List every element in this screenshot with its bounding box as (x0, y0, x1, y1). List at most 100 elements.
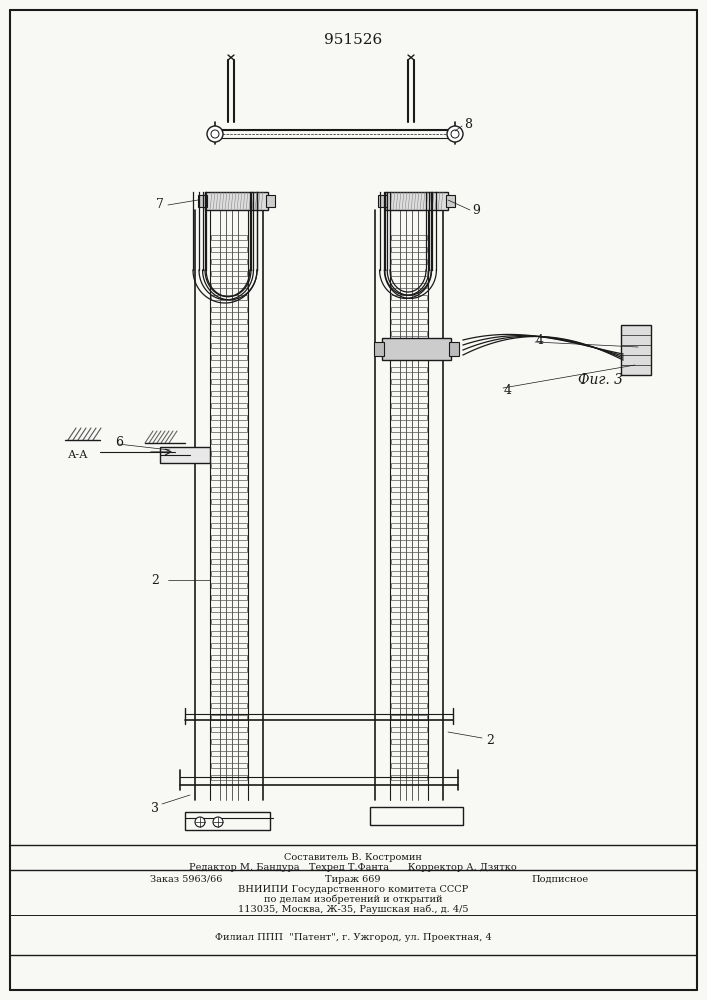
Bar (391, 247, 427, 252)
Circle shape (195, 817, 205, 827)
Bar (391, 667, 427, 672)
Bar (211, 331, 247, 336)
Text: 8: 8 (464, 117, 472, 130)
Bar (374, 342, 384, 356)
Bar (391, 391, 427, 396)
Bar (211, 271, 247, 276)
Bar (211, 703, 247, 708)
Bar (391, 547, 427, 552)
Bar (211, 415, 247, 420)
Bar (211, 631, 247, 636)
Circle shape (213, 817, 223, 827)
Bar (211, 679, 247, 684)
Bar (211, 283, 247, 288)
Bar (449, 342, 459, 356)
Bar (211, 259, 247, 264)
Bar (211, 727, 247, 732)
Bar (391, 559, 427, 564)
Text: 4: 4 (504, 383, 512, 396)
Text: Фиг. 3: Фиг. 3 (578, 373, 622, 387)
Bar (391, 307, 427, 312)
Bar (391, 619, 427, 624)
Bar (211, 403, 247, 408)
Bar (391, 283, 427, 288)
Bar (211, 511, 247, 516)
Bar (211, 739, 247, 744)
Circle shape (207, 126, 223, 142)
Bar (391, 295, 427, 300)
Bar (391, 535, 427, 540)
Bar (391, 259, 427, 264)
Bar (211, 763, 247, 768)
Bar (391, 475, 427, 480)
Text: 2: 2 (151, 574, 159, 586)
Bar (391, 703, 427, 708)
Bar (391, 739, 427, 744)
Bar (211, 547, 247, 552)
Bar (211, 715, 247, 720)
Text: Тираж 669: Тираж 669 (325, 874, 381, 884)
Text: Филиал ППП  "Патент", г. Ужгород, ул. Проектная, 4: Филиал ППП "Патент", г. Ужгород, ул. Про… (215, 934, 491, 942)
Text: 2: 2 (486, 734, 494, 746)
Bar (205, 192, 268, 210)
Bar (391, 655, 427, 660)
Bar (391, 343, 427, 348)
Bar (211, 439, 247, 444)
Bar (211, 475, 247, 480)
Bar (370, 807, 463, 825)
Bar (211, 379, 247, 384)
Bar (211, 775, 247, 780)
Bar (391, 571, 427, 576)
Bar (211, 355, 247, 360)
Bar (211, 655, 247, 660)
Bar (391, 595, 427, 600)
Bar (391, 775, 427, 780)
Bar (211, 451, 247, 456)
Bar (391, 463, 427, 468)
Bar (211, 607, 247, 612)
Bar (391, 715, 427, 720)
Bar (211, 571, 247, 576)
Bar (391, 271, 427, 276)
Bar (391, 319, 427, 324)
Text: 7: 7 (156, 198, 164, 212)
Bar (378, 195, 387, 207)
Bar (391, 403, 427, 408)
Bar (211, 667, 247, 672)
Bar (391, 583, 427, 588)
Bar (211, 247, 247, 252)
Text: Составитель В. Костромин: Составитель В. Костромин (284, 852, 422, 861)
Bar (391, 751, 427, 756)
Bar (391, 679, 427, 684)
Bar (211, 307, 247, 312)
Bar (211, 343, 247, 348)
Bar (391, 235, 427, 240)
Bar (391, 763, 427, 768)
Text: Заказ 5963/66: Заказ 5963/66 (150, 874, 223, 884)
Bar (211, 691, 247, 696)
Bar (446, 195, 455, 207)
Bar (211, 463, 247, 468)
Text: ВНИИПИ Государственного комитета СССР: ВНИИПИ Государственного комитета СССР (238, 884, 468, 894)
Bar (211, 643, 247, 648)
Bar (391, 451, 427, 456)
Text: 3: 3 (151, 802, 159, 814)
Bar (391, 355, 427, 360)
Bar (211, 583, 247, 588)
Text: А-А: А-А (68, 450, 88, 460)
Bar (160, 447, 210, 463)
Text: 113035, Москва, Ж-35, Раушская наб., д. 4/5: 113035, Москва, Ж-35, Раушская наб., д. … (238, 904, 468, 914)
Bar (211, 427, 247, 432)
Bar (391, 631, 427, 636)
Text: 951526: 951526 (324, 33, 382, 47)
Bar (391, 727, 427, 732)
Bar (266, 195, 275, 207)
Bar (211, 319, 247, 324)
Bar (391, 607, 427, 612)
Bar (391, 691, 427, 696)
Bar (211, 235, 247, 240)
Bar (391, 487, 427, 492)
Bar (391, 427, 427, 432)
Text: по делам изобретений и открытий: по делам изобретений и открытий (264, 894, 443, 904)
Text: 9: 9 (472, 204, 480, 217)
